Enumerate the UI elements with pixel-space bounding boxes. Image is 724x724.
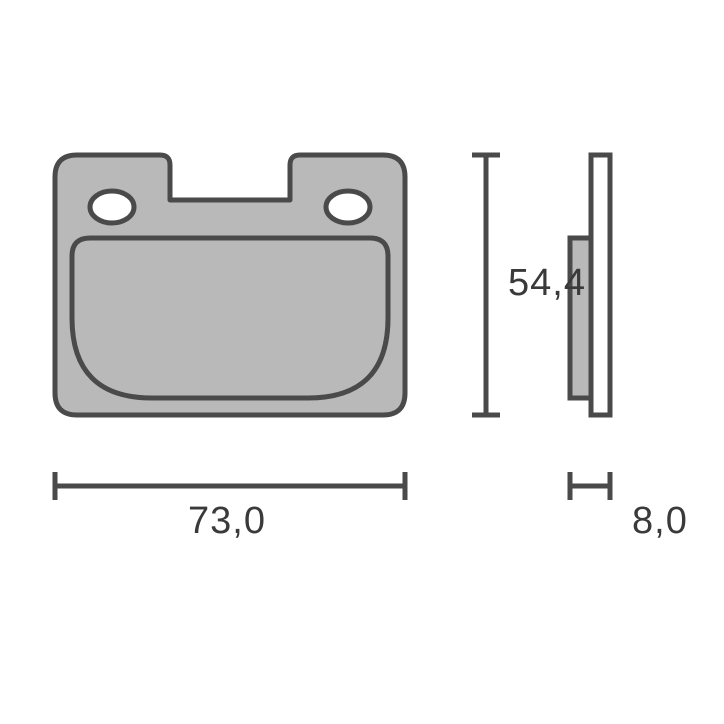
mounting-hole-left [90, 191, 134, 223]
dimension-line [472, 155, 500, 415]
width-dimension-label: 73,0 [188, 500, 266, 543]
side-view-backplate [591, 155, 610, 415]
dimension-line [55, 472, 405, 500]
mounting-hole-right [326, 191, 370, 223]
height-dimension-label: 54,4 [508, 262, 586, 305]
technical-drawing [0, 0, 724, 724]
thickness-dimension-label: 8,0 [632, 500, 688, 543]
dimension-line [570, 472, 610, 500]
